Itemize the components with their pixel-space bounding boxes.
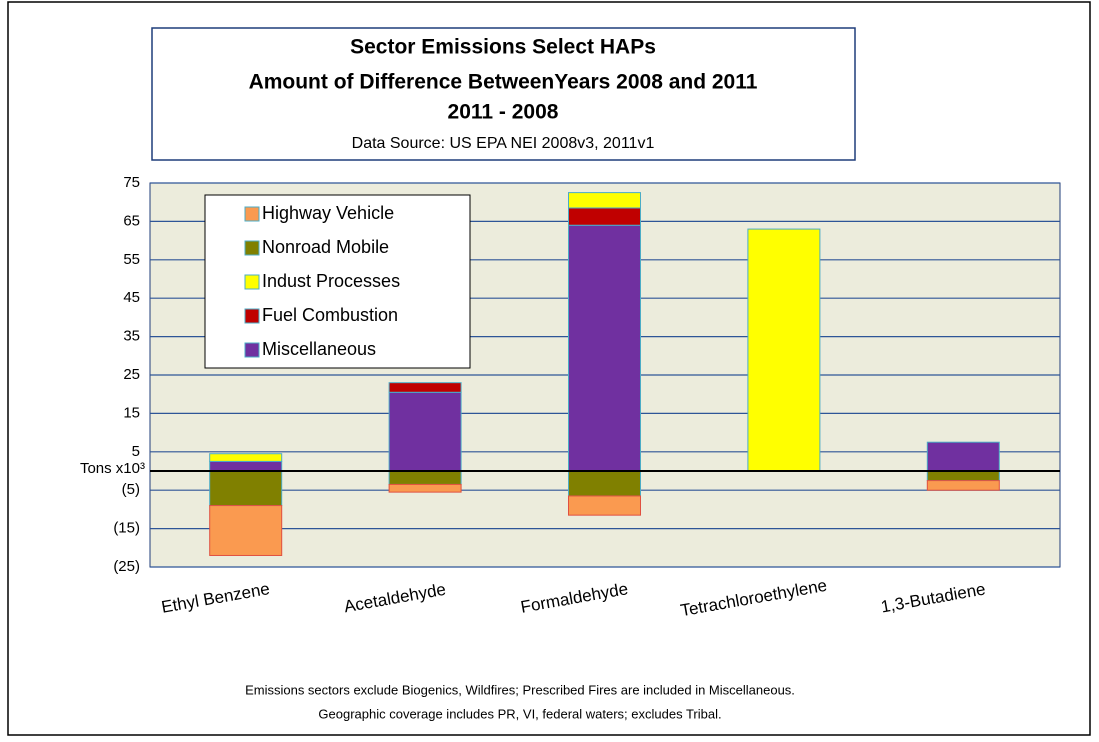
legend-swatch — [244, 274, 260, 290]
chart-title: Amount of Difference BetweenYears 2008 a… — [249, 71, 758, 94]
legend-swatch — [244, 342, 260, 358]
bar-segment — [209, 470, 283, 507]
bar-segment — [568, 192, 641, 209]
bar-segment — [568, 495, 641, 516]
legend-label: Miscellaneous — [262, 339, 376, 359]
chart-title: 2011 - 2008 — [448, 101, 559, 124]
title-box — [151, 27, 856, 161]
legend-label: Fuel Combustion — [262, 305, 398, 325]
y-tick-label: 45 — [123, 289, 140, 306]
y-tick-label: 35 — [123, 328, 140, 345]
bar-segment — [568, 470, 641, 497]
bar-segment — [388, 470, 462, 485]
y-tick-label: (15) — [113, 520, 140, 537]
chart-title: Sector Emissions Select HAPs — [350, 36, 656, 59]
bar-segment — [388, 382, 462, 393]
y-axis-label: Tons x10³ — [80, 460, 145, 477]
bar-segment — [747, 228, 821, 472]
bar-segment — [209, 453, 283, 462]
legend-label: Indust Processes — [262, 271, 400, 291]
legend-swatch — [244, 308, 260, 324]
y-tick-label: 75 — [123, 174, 140, 191]
y-tick-label: (25) — [113, 558, 140, 575]
bar-segment — [926, 441, 1000, 472]
bar-segment — [388, 483, 462, 493]
y-tick-label: 65 — [123, 212, 140, 229]
bar-segment — [568, 207, 641, 226]
y-tick-label: 25 — [123, 366, 140, 383]
note: Emissions sectors exclude Biogenics, Wil… — [245, 682, 795, 697]
bar-segment — [568, 224, 641, 472]
note: Geographic coverage includes PR, VI, fed… — [318, 706, 721, 721]
y-tick-label: 5 — [132, 443, 140, 460]
bar-segment — [926, 470, 1000, 482]
legend-label: Nonroad Mobile — [262, 237, 389, 257]
y-tick-label: 55 — [123, 251, 140, 268]
y-tick-label: 15 — [123, 404, 140, 421]
subtitle: Data Source: US EPA NEI 2008v3, 2011v1 — [352, 135, 655, 152]
legend-swatch — [244, 206, 260, 222]
bar-segment — [209, 460, 283, 472]
bar-segment — [388, 391, 462, 472]
legend-label: Highway Vehicle — [262, 203, 394, 223]
legend-swatch — [244, 240, 260, 256]
bar-segment — [926, 480, 1000, 491]
y-tick-label: (5) — [122, 481, 140, 498]
bar-segment — [209, 505, 283, 556]
